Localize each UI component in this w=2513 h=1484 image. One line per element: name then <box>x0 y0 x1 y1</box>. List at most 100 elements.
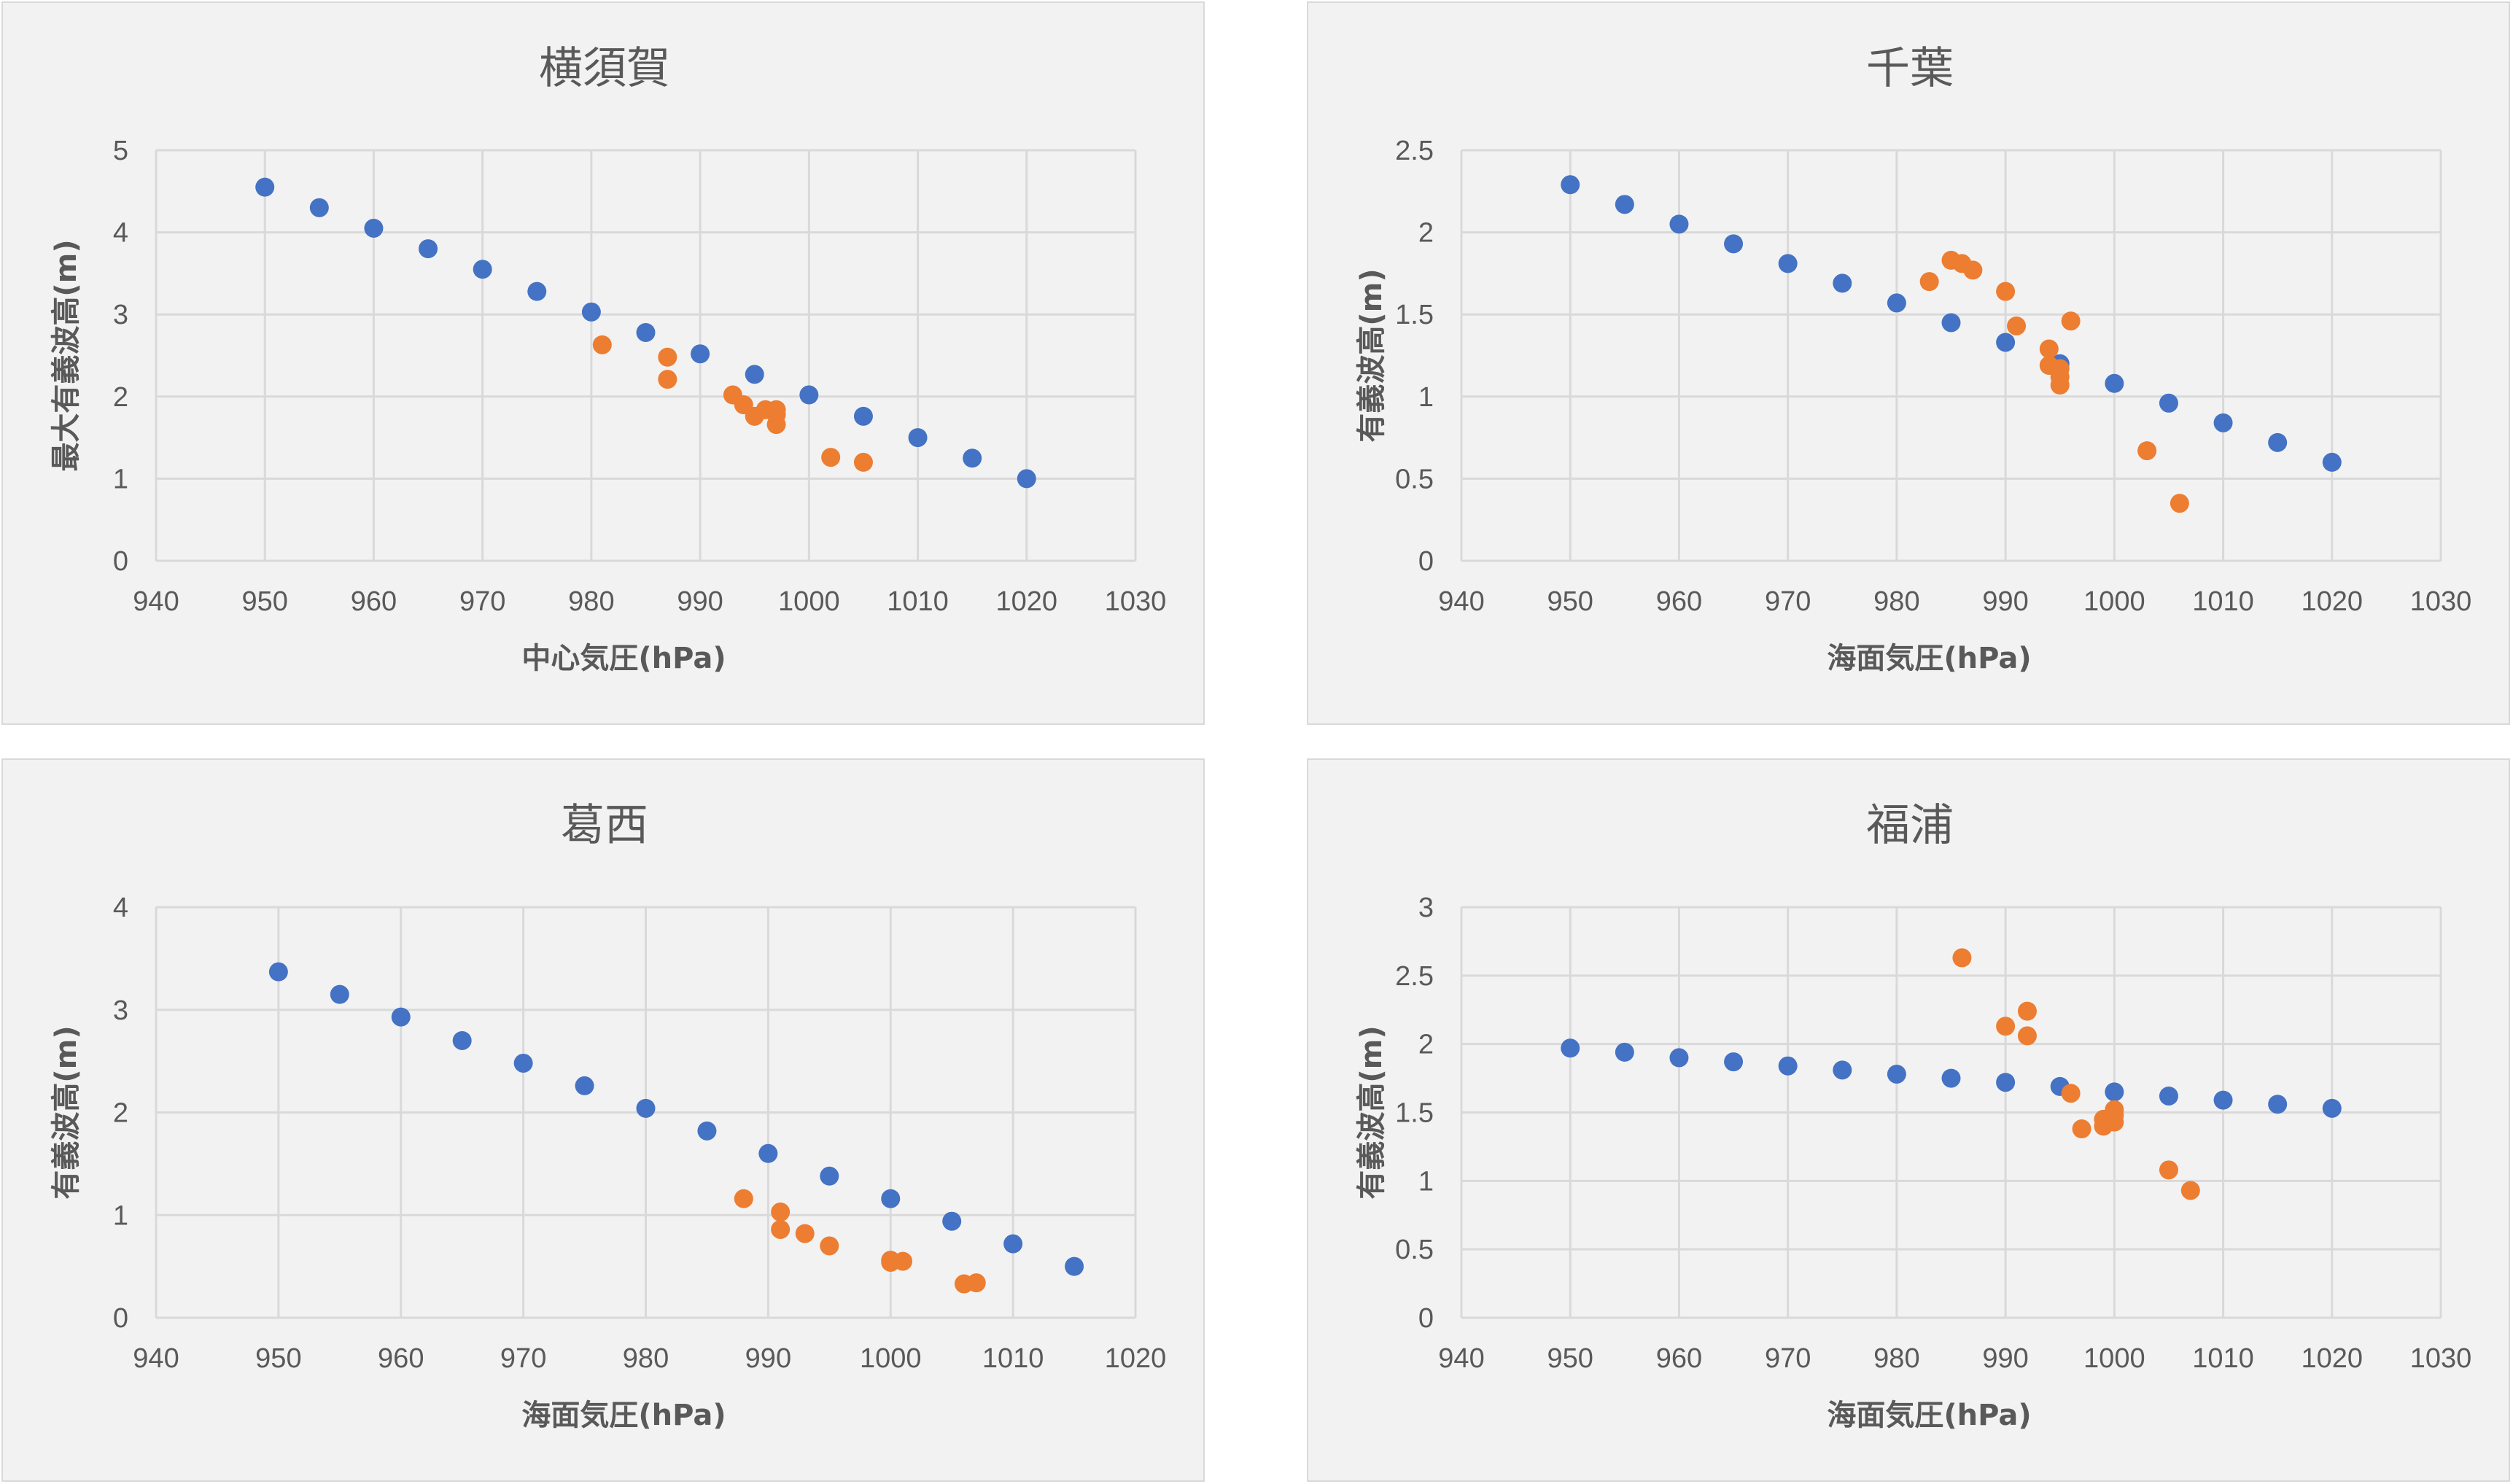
series-2-point <box>1963 260 1983 280</box>
series-1-point <box>908 428 928 448</box>
chart-svg-chiba: 940 950 960 970 980 990 1000 1010 1020 1030 0 0.5 1 1… <box>1355 43 2472 675</box>
series-1-point <box>1941 313 1961 333</box>
series-1-point <box>581 302 601 322</box>
series-1-point <box>881 1189 901 1208</box>
x-tick-label: 1010 <box>982 1343 1044 1374</box>
series-1-point <box>1561 1038 1580 1058</box>
series-1-point <box>1887 1064 1906 1084</box>
series-2-point <box>2072 1119 2091 1139</box>
x-tick-label: 1000 <box>778 586 840 617</box>
series-2-point <box>1952 948 1972 968</box>
y-axis-label: 有義波高(m) <box>1355 268 1388 442</box>
chart-title: 横須賀 <box>539 43 670 94</box>
series-2-point <box>853 452 873 472</box>
series-1-point <box>636 322 656 342</box>
series-1-point <box>1996 1073 2016 1092</box>
series-1-point <box>2322 452 2342 472</box>
x-tick-label: 1020 <box>2302 586 2364 617</box>
series-1-point <box>1615 1042 1634 1062</box>
y-tick-label: 1 <box>1418 1166 1434 1197</box>
x-tick-label: 940 <box>133 1343 179 1374</box>
series-2-point <box>766 415 786 435</box>
x-tick-label: 950 <box>1547 586 1593 617</box>
series-1-point <box>527 281 547 301</box>
series-1-point <box>2322 1098 2342 1118</box>
series-1-point <box>1833 273 1852 293</box>
series-1-point <box>1561 175 1580 195</box>
series-2-point <box>1996 281 2016 301</box>
y-tick-label: 4 <box>113 893 128 923</box>
series-1-point <box>799 385 819 405</box>
y-tick-label: 1.5 <box>1395 1098 1434 1129</box>
series-2-point <box>2137 441 2157 461</box>
x-tick-label: 980 <box>1873 1343 1919 1374</box>
series-2-point <box>766 400 786 419</box>
y-axis-label: 有義波高(m) <box>50 1025 83 1199</box>
x-tick-label: 970 <box>1765 1343 1811 1374</box>
series-2-point <box>2007 316 2027 335</box>
x-axis-label: 中心気圧(hPa) <box>521 642 726 675</box>
series-1-point <box>1615 195 1634 214</box>
series-1-point <box>268 962 288 982</box>
series-1-point <box>2105 373 2124 393</box>
series-2-point <box>771 1203 791 1222</box>
x-tick-label: 970 <box>459 586 505 617</box>
series-1-point <box>853 406 873 426</box>
x-tick-label: 980 <box>1873 586 1919 617</box>
x-tick-label: 1020 <box>2302 1343 2364 1374</box>
x-tick-label: 960 <box>1656 1343 1702 1374</box>
series-1-point <box>419 239 438 259</box>
y-tick-label: 5 <box>113 136 128 166</box>
x-tick-label: 950 <box>255 1343 301 1374</box>
series-1-point <box>1017 469 1036 489</box>
series-1-point <box>758 1143 778 1163</box>
y-tick-label: 1.5 <box>1395 300 1434 330</box>
series-2-point <box>2159 1160 2178 1180</box>
series-2-point <box>2180 1181 2200 1200</box>
x-tick-label: 970 <box>500 1343 546 1374</box>
y-tick-label: 2.5 <box>1395 961 1434 992</box>
series-2-point <box>820 1236 839 1256</box>
series-1-point <box>2268 432 2288 452</box>
y-tick-label: 4 <box>113 218 128 249</box>
x-tick-label: 980 <box>568 586 614 617</box>
x-axis-label: 海面気圧(hPa) <box>1827 1399 2031 1432</box>
chart-svg-fukuura: 940 950 960 970 980 990 1000 1010 1020 1030 0 0.5 1 1… <box>1355 800 2471 1432</box>
series-2-point <box>2039 339 2059 359</box>
series-2-point <box>2061 311 2081 331</box>
x-tick-label: 960 <box>1656 586 1702 617</box>
y-tick-label: 3 <box>1418 893 1434 923</box>
x-tick-label: 1010 <box>2192 586 2254 617</box>
x-tick-label: 1020 <box>1105 1343 1167 1374</box>
chart-title: 千葉 <box>1866 43 1954 94</box>
x-axis-label: 海面気圧(hPa) <box>521 1399 726 1432</box>
series-1-point <box>1003 1234 1023 1254</box>
x-tick-label: 970 <box>1765 586 1811 617</box>
x-axis-label: 海面気圧(hPa) <box>1827 642 2031 675</box>
y-tick-label: 2 <box>113 382 128 413</box>
x-tick-label: 960 <box>351 586 397 617</box>
x-tick-label: 1030 <box>2410 586 2472 617</box>
series-2-point <box>966 1273 986 1293</box>
series-2-point <box>734 1189 753 1208</box>
series-2-point <box>2017 1001 2037 1021</box>
y-tick-label: 0 <box>113 546 128 577</box>
series-1-point <box>364 218 384 238</box>
series-2-point <box>821 448 841 467</box>
series-1-point <box>2213 413 2233 432</box>
x-tick-label: 1000 <box>860 1343 922 1374</box>
x-tick-label: 950 <box>1547 1343 1593 1374</box>
series-2-point <box>893 1251 913 1271</box>
series-1-point <box>255 177 275 197</box>
series-1-point <box>1941 1068 1961 1088</box>
series-2-point <box>1919 272 1939 292</box>
y-tick-label: 3 <box>113 300 128 330</box>
x-tick-label: 950 <box>242 586 288 617</box>
x-tick-label: 1000 <box>2083 586 2145 617</box>
x-tick-label: 990 <box>745 1343 791 1374</box>
series-1-point <box>2105 1082 2124 1102</box>
series-2-point <box>795 1224 815 1243</box>
chart-panel-kasai: 940 950 960 970 980 990 1000 1010 1020 0 1 2 3 4 葛西 海面気… <box>1 758 1205 1482</box>
y-tick-label: 0 <box>113 1303 128 1334</box>
series-2-point <box>2105 1100 2124 1119</box>
